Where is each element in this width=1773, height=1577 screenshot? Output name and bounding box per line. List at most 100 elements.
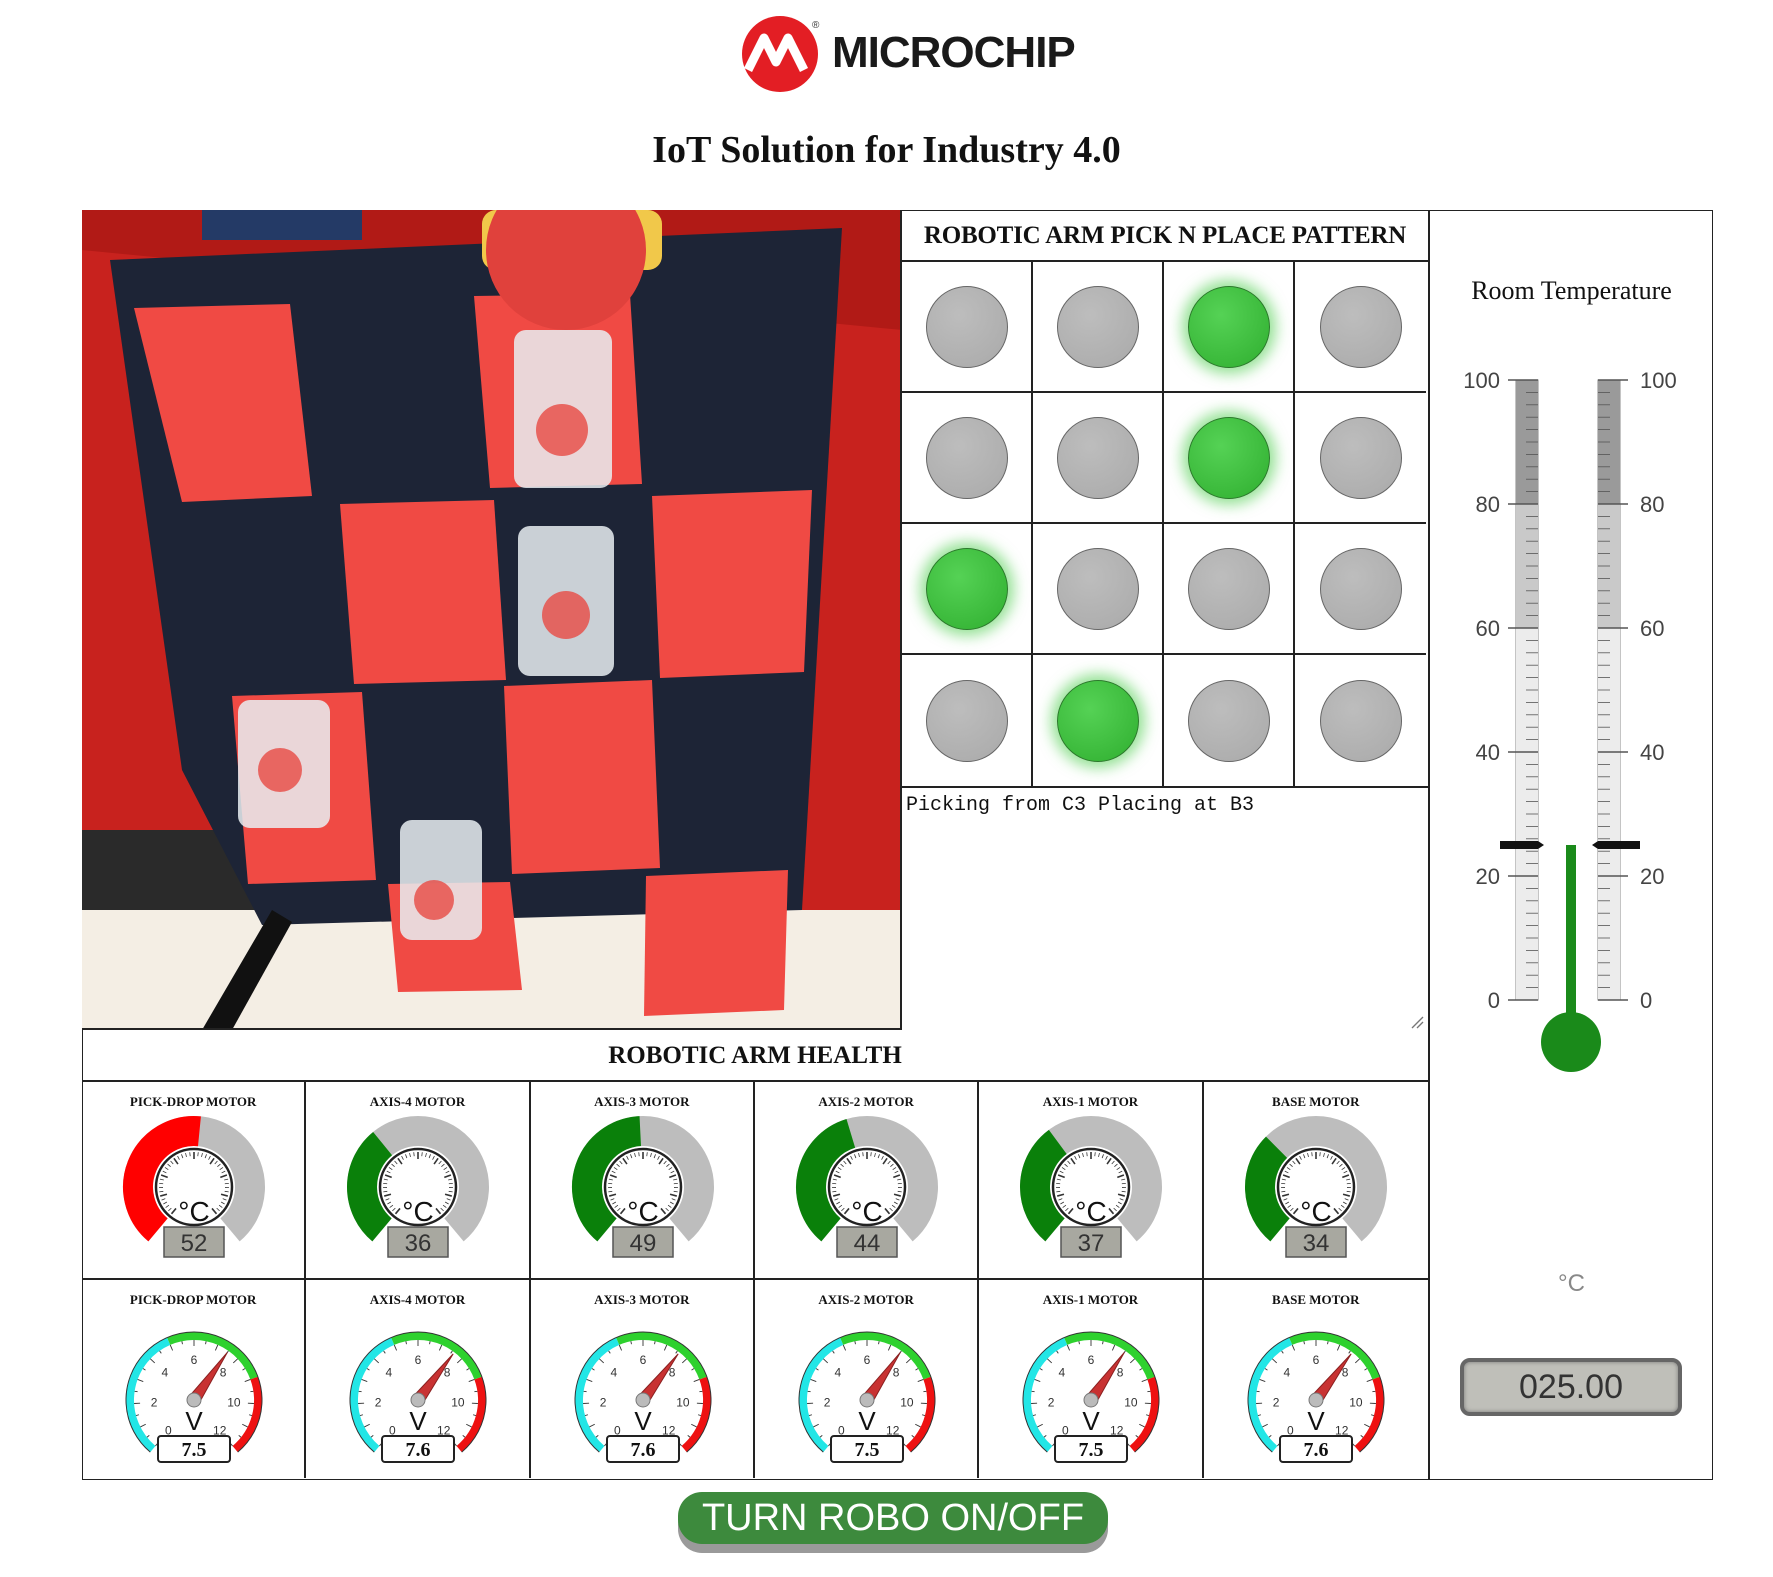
gauge-tick-label: 2 — [824, 1395, 831, 1409]
gauge-tick-label: 0 — [614, 1424, 621, 1438]
gauge-value: 7.5 — [854, 1439, 879, 1461]
gauge-tick-label: 6 — [191, 1353, 198, 1367]
gauge-tick-label: 6 — [1088, 1353, 1095, 1367]
thermometer-tick-label: 100 — [1463, 368, 1500, 393]
pattern-cell — [1295, 262, 1426, 393]
svg-text:®: ® — [812, 20, 820, 31]
thermometer-tick-label: 0 — [1488, 988, 1500, 1013]
thermometer-tick-label: 40 — [1476, 740, 1500, 765]
resize-grip-icon[interactable] — [1410, 1015, 1424, 1029]
led-off — [1056, 547, 1139, 630]
gauge-value: 49 — [629, 1230, 656, 1257]
pattern-cell — [902, 524, 1033, 655]
led-off — [1056, 285, 1139, 368]
pattern-cell — [1033, 262, 1164, 393]
gauge-tick-label: 4 — [1059, 1366, 1066, 1380]
led-off — [1319, 547, 1402, 630]
gauge-unit: °C — [1076, 1196, 1107, 1227]
gauge-tick-label: 2 — [1272, 1395, 1279, 1409]
pattern-cell — [1295, 524, 1426, 655]
pattern-cell — [1295, 393, 1426, 524]
gauge-unit: V — [1307, 1406, 1325, 1436]
gauge-fill — [123, 1116, 201, 1242]
led-off — [925, 679, 1008, 762]
gauge-fill — [796, 1119, 856, 1242]
thermometer-tick-label: 100 — [1640, 368, 1677, 393]
thermometer-tick-label: 60 — [1476, 616, 1500, 641]
gauge-tick-label: 10 — [1349, 1395, 1363, 1409]
motor-voltage-gauge: AXIS-3 MOTOR 0 2 4 6 8 10 12 V 7.6 — [531, 1280, 755, 1478]
gauge-value: 7.6 — [406, 1439, 431, 1461]
led-off — [1187, 679, 1270, 762]
motor-temperature-gauge: AXIS-1 MOTOR °C 37 — [979, 1082, 1204, 1278]
gauge-label: AXIS-4 MOTOR — [369, 1094, 466, 1109]
pattern-grid — [902, 262, 1428, 788]
room-temperature-panel: Room Temperature 100 100 80 80 60 60 40 40 20 20 0… — [1430, 210, 1713, 1480]
led-on — [1187, 416, 1270, 499]
gauge-tick-label: 4 — [610, 1366, 617, 1380]
gauge-label: BASE MOTOR — [1272, 1094, 1360, 1109]
gauge-tick-label: 10 — [452, 1395, 466, 1409]
gauge-value: 7.6 — [1303, 1439, 1328, 1461]
gauge-label: BASE MOTOR — [1272, 1292, 1360, 1307]
camera-feed-image — [82, 210, 900, 1028]
gauge-tick-label: 0 — [1062, 1424, 1069, 1438]
temperature-unit: °C — [1558, 1270, 1585, 1297]
page-title: IoT Solution for Industry 4.0 — [652, 129, 1121, 171]
led-off — [1319, 416, 1402, 499]
led-off — [1056, 416, 1139, 499]
gauge-tick-label: 6 — [639, 1353, 646, 1367]
gauge-tick-label: 12 — [213, 1424, 227, 1438]
pick-place-title: ROBOTIC ARM PICK N PLACE PATTERN — [902, 210, 1428, 262]
motor-temperature-gauge: AXIS-4 MOTOR °C 36 — [306, 1082, 531, 1278]
gauge-tick-label: 4 — [162, 1366, 169, 1380]
gauge-label: PICK-DROP MOTOR — [129, 1292, 257, 1307]
motor-temperature-row: PICK-DROP MOTOR °C 52 AXIS-4 MOTOR °C 36 AXIS-… — [82, 1082, 1428, 1280]
gauge-value: 44 — [854, 1230, 881, 1257]
motor-temperature-gauge: PICK-DROP MOTOR °C 52 — [82, 1082, 307, 1278]
gauge-unit: V — [410, 1406, 428, 1436]
gauge-unit: V — [634, 1406, 652, 1436]
status-log[interactable]: Picking from C3 Placing at B3 — [902, 788, 1428, 1028]
gauge-fill — [1244, 1136, 1290, 1242]
gauge-tick-label: 8 — [220, 1366, 227, 1380]
gauge-tick-label: 6 — [864, 1353, 871, 1367]
motor-voltage-gauge: PICK-DROP MOTOR 0 2 4 6 8 10 12 V 7.5 — [82, 1280, 307, 1478]
robotic-arm-health: ROBOTIC ARM HEALTH PICK-DROP MOTOR °C 52 AX… — [82, 1030, 1430, 1480]
led-off — [925, 285, 1008, 368]
gauge-value: 36 — [405, 1230, 432, 1257]
pattern-cell — [1164, 393, 1295, 524]
gauge-tick-label: 12 — [1110, 1424, 1124, 1438]
gauge-tick-label: 0 — [1287, 1424, 1294, 1438]
led-off — [925, 416, 1008, 499]
turn-robo-on-off-button[interactable]: TURN ROBO ON/OFF — [678, 1492, 1108, 1544]
gauge-tick-label: 12 — [1335, 1424, 1349, 1438]
gauge-unit: V — [1083, 1406, 1101, 1436]
gauge-tick-label: 8 — [1117, 1366, 1124, 1380]
gauge-label: AXIS-4 MOTOR — [369, 1292, 466, 1307]
led-on — [1056, 679, 1139, 762]
thermometer-tick-label: 0 — [1640, 988, 1652, 1013]
pattern-cell — [1164, 524, 1295, 655]
thermometer-fill — [1566, 845, 1576, 1040]
temperature-readout: 025.00 — [1460, 1358, 1682, 1416]
gauge-value: 7.5 — [1079, 1439, 1104, 1461]
motor-temperature-gauge: BASE MOTOR °C 34 — [1204, 1082, 1428, 1278]
gauge-value: 7.5 — [182, 1439, 207, 1461]
pattern-cell — [902, 262, 1033, 393]
gauge-label: AXIS-2 MOTOR — [818, 1292, 914, 1307]
pattern-cell — [902, 655, 1033, 786]
gauge-tick-label: 0 — [165, 1424, 172, 1438]
motor-voltage-row: PICK-DROP MOTOR 0 2 4 6 8 10 12 V 7.5 AXIS-4 MOTOR… — [82, 1280, 1428, 1478]
gauge-tick-label: 6 — [1312, 1353, 1319, 1367]
microchip-logo: ® MICROCHIP — [740, 14, 1076, 94]
thermometer: 100 100 80 80 60 60 40 40 20 20 0 0 — [1463, 368, 1677, 1072]
thermometer-tick-label: 20 — [1640, 864, 1664, 889]
led-off — [1319, 679, 1402, 762]
gauge-tick-label: 0 — [838, 1424, 845, 1438]
motor-voltage-gauge: AXIS-1 MOTOR 0 2 4 6 8 10 12 V 7.5 — [979, 1280, 1204, 1478]
gauge-tick-label: 8 — [893, 1366, 900, 1380]
motor-temperature-gauge: AXIS-3 MOTOR °C 49 — [531, 1082, 755, 1278]
thermometer-tick-label: 20 — [1476, 864, 1500, 889]
gauge-tick-label: 2 — [151, 1395, 158, 1409]
